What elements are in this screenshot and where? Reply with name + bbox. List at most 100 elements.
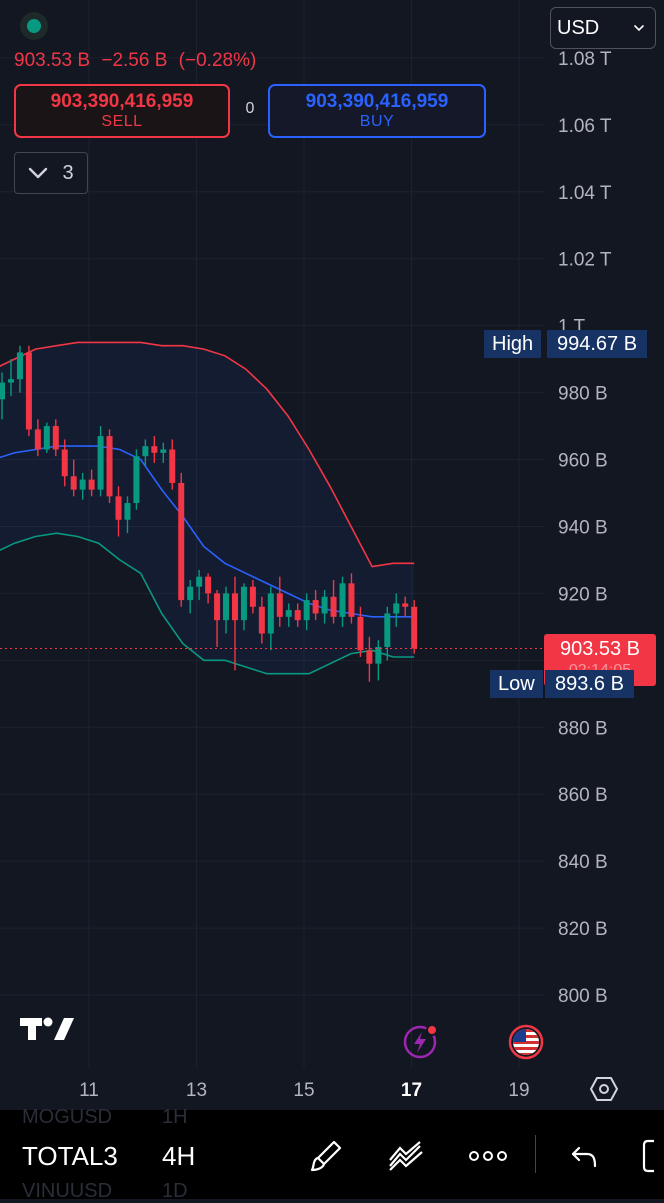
candle: [276, 576, 283, 627]
buy-button[interactable]: 903,390,416,959 BUY: [268, 84, 486, 138]
chevron-down-icon: [634, 25, 644, 32]
multi-line-icon: [389, 1141, 423, 1171]
candle-body: [34, 429, 41, 450]
candle-body: [52, 426, 59, 450]
candle-body: [160, 449, 167, 453]
candle-body: [106, 436, 113, 497]
time-axis[interactable]: 11 13 15 17 19: [79, 1080, 529, 1101]
candle-body: [375, 646, 382, 664]
candle: [267, 586, 274, 651]
y-tick-label: 840 B: [558, 852, 608, 873]
last-price-tag-value: 903.53 B: [559, 638, 641, 660]
y-tick-label: 980 B: [558, 384, 608, 405]
tradingview-logo: [20, 1017, 74, 1040]
indicators-toggle-button[interactable]: 3: [14, 152, 88, 194]
candle-body: [169, 449, 176, 483]
candle: [240, 583, 247, 631]
us-flag-icon[interactable]: [508, 1024, 544, 1060]
buy-price: 903,390,416,959: [305, 90, 449, 112]
candle-body: [223, 593, 230, 621]
candle-body: [70, 476, 77, 490]
candle-body: [294, 610, 301, 621]
candle-body: [330, 596, 337, 617]
multi-line-tool-button[interactable]: [384, 1136, 428, 1176]
low-marker-label: Low: [490, 670, 543, 698]
candle: [0, 372, 6, 420]
candle-body: [7, 379, 14, 383]
x-tick-label: 15: [293, 1080, 314, 1101]
price-change-percent: (−0.28%): [178, 50, 257, 71]
candle-body: [312, 600, 319, 614]
candle-body: [402, 603, 409, 607]
layout-icon: [642, 1139, 654, 1173]
candle-body: [276, 593, 283, 617]
currency-select[interactable]: USD: [550, 7, 656, 49]
market-status-icon[interactable]: [20, 12, 48, 40]
y-tick-label: 800 B: [558, 986, 608, 1007]
y-tick-label: 920 B: [558, 584, 608, 605]
symbol-picker-prev[interactable]: MOGUSD: [22, 1106, 112, 1128]
flash-icon[interactable]: [402, 1024, 438, 1060]
candle-body: [240, 586, 247, 621]
candle: [258, 596, 265, 644]
interval-picker-next[interactable]: 1D: [162, 1180, 188, 1202]
candle: [339, 576, 346, 627]
y-tick-label: 820 B: [558, 919, 608, 940]
candle: [142, 439, 149, 467]
candle-body: [25, 352, 32, 430]
candle-body: [249, 586, 256, 607]
more-button[interactable]: [466, 1136, 510, 1176]
candle: [151, 436, 158, 463]
candle: [402, 596, 409, 617]
symbol-button[interactable]: TOTAL3: [22, 1141, 118, 1171]
spread-value: 0: [245, 100, 255, 117]
y-tick-label: 1.06 T: [558, 116, 612, 137]
bollinger-band-fill: [0, 342, 415, 674]
interval-picker-prev[interactable]: 1H: [162, 1106, 188, 1128]
brush-icon: [310, 1140, 342, 1172]
y-tick-label: 1.08 T: [558, 49, 612, 70]
candle-body: [339, 583, 346, 617]
candle-body: [393, 603, 400, 614]
y-tick-label: 960 B: [558, 451, 608, 472]
candle: [34, 419, 41, 457]
candle-body: [196, 576, 203, 587]
sell-button[interactable]: 903,390,416,959 SELL: [14, 84, 230, 138]
candle-body: [16, 352, 23, 380]
toolbar-divider: [535, 1135, 536, 1173]
interval-button[interactable]: 4H: [162, 1141, 196, 1171]
x-tick-label: 19: [508, 1080, 529, 1101]
layout-button[interactable]: [640, 1136, 664, 1176]
y-tick-label: 1.04 T: [558, 183, 612, 204]
y-tick-label: 1.02 T: [558, 250, 612, 271]
brush-tool-button[interactable]: [304, 1136, 348, 1176]
candle: [231, 576, 238, 671]
candle: [312, 590, 319, 621]
candle: [97, 426, 104, 497]
candle-body: [61, 449, 68, 477]
settings-icon[interactable]: [590, 1075, 618, 1103]
high-marker-value: 994.67 B: [547, 330, 648, 358]
chevron-down-icon: [29, 167, 48, 179]
candle-body: [178, 482, 185, 601]
candle-body: [357, 616, 364, 651]
candle-body: [133, 456, 140, 504]
candle: [79, 472, 86, 500]
candle: [43, 422, 50, 453]
x-tick-label: 17: [401, 1080, 422, 1101]
candle: [187, 580, 194, 614]
last-price: 903.53 B: [14, 50, 91, 71]
candle-body: [384, 613, 391, 647]
symbol-picker-next[interactable]: VINUUSD: [22, 1180, 113, 1202]
candle-body: [231, 593, 238, 621]
undo-button[interactable]: [562, 1136, 606, 1176]
candle-body: [88, 479, 95, 490]
candle-body: [205, 576, 212, 594]
candle: [375, 640, 382, 681]
candle-body: [366, 650, 373, 664]
candle: [205, 573, 212, 604]
candle-body: [411, 606, 418, 649]
candle: [384, 606, 391, 661]
